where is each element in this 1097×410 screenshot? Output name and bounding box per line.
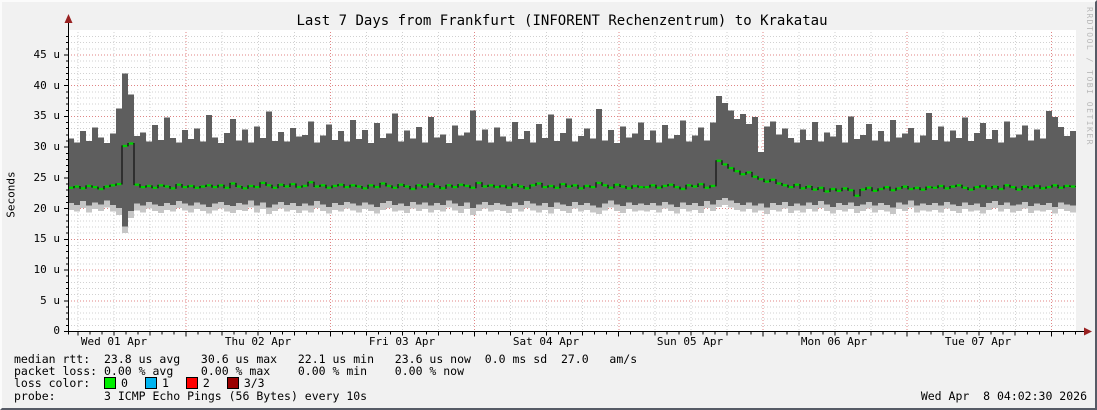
loss-color-label: loss color:	[14, 376, 105, 390]
x-axis-label: Tue 07 Apr	[944, 335, 1012, 348]
legend-median-rtt: median rtt: 23.8 us avg 30.6 us max 22.1…	[14, 352, 638, 366]
x-axis-label: Thu 02 Apr	[224, 335, 292, 348]
loss-color-swatch-red	[185, 377, 198, 389]
loss-color-swatch-green	[104, 377, 117, 389]
legend-packet-loss: packet loss: 0.00 % avg 0.00 % max 0.00 …	[14, 364, 465, 378]
y-tick-label: 5 u	[40, 294, 60, 307]
loss-color-value: 3/3	[243, 376, 265, 390]
y-tick-label: 0	[53, 324, 60, 337]
loss-color-value: 1	[161, 376, 169, 390]
loss-color-value: 2	[202, 376, 210, 390]
x-axis-label: Sun 05 Apr	[656, 335, 724, 348]
loss-color-item-2: 2	[185, 376, 210, 390]
loss-color-item-3: 3/3	[226, 376, 265, 390]
loss-color-value: 0	[121, 376, 128, 390]
y-tick-label: 25 u	[33, 171, 61, 184]
graph-timestamp: Wed Apr 8 04:02:30 2026	[920, 389, 1087, 403]
rrdtool-watermark: RRDTOOL / TOBI OETIKER	[1085, 7, 1094, 146]
x-axis-label: Fri 03 Apr	[368, 335, 436, 348]
y-axis-title: Seconds	[4, 171, 18, 218]
y-tick-label: 45 u	[33, 48, 61, 61]
loss-color-item-0: 0	[104, 377, 128, 389]
legend-loss-color-row: loss color: 0 1 2 3/3	[14, 377, 282, 389]
legend-probe: probe: 3 ICMP Echo Pings (56 Bytes) ever…	[14, 389, 368, 403]
loss-color-swatch-blue	[144, 377, 157, 389]
y-tick-label: 15 u	[33, 232, 61, 245]
y-tick-label: 10 u	[33, 263, 61, 276]
y-tick-label: 40 u	[33, 79, 61, 92]
x-axis-label: Mon 06 Apr	[800, 335, 868, 348]
x-axis-label: Wed 01 Apr	[80, 335, 148, 348]
chart-title: Last 7 Days from Frankfurt (INFORENT Rec…	[296, 13, 828, 29]
y-tick-label: 30 u	[33, 140, 61, 153]
y-tick-label: 20 u	[33, 202, 61, 215]
y-tick-label: 35 u	[33, 109, 61, 122]
loss-color-swatch-darkred	[226, 377, 239, 389]
x-axis-label: Sat 04 Apr	[512, 335, 580, 348]
loss-color-item-1: 1	[144, 376, 169, 390]
